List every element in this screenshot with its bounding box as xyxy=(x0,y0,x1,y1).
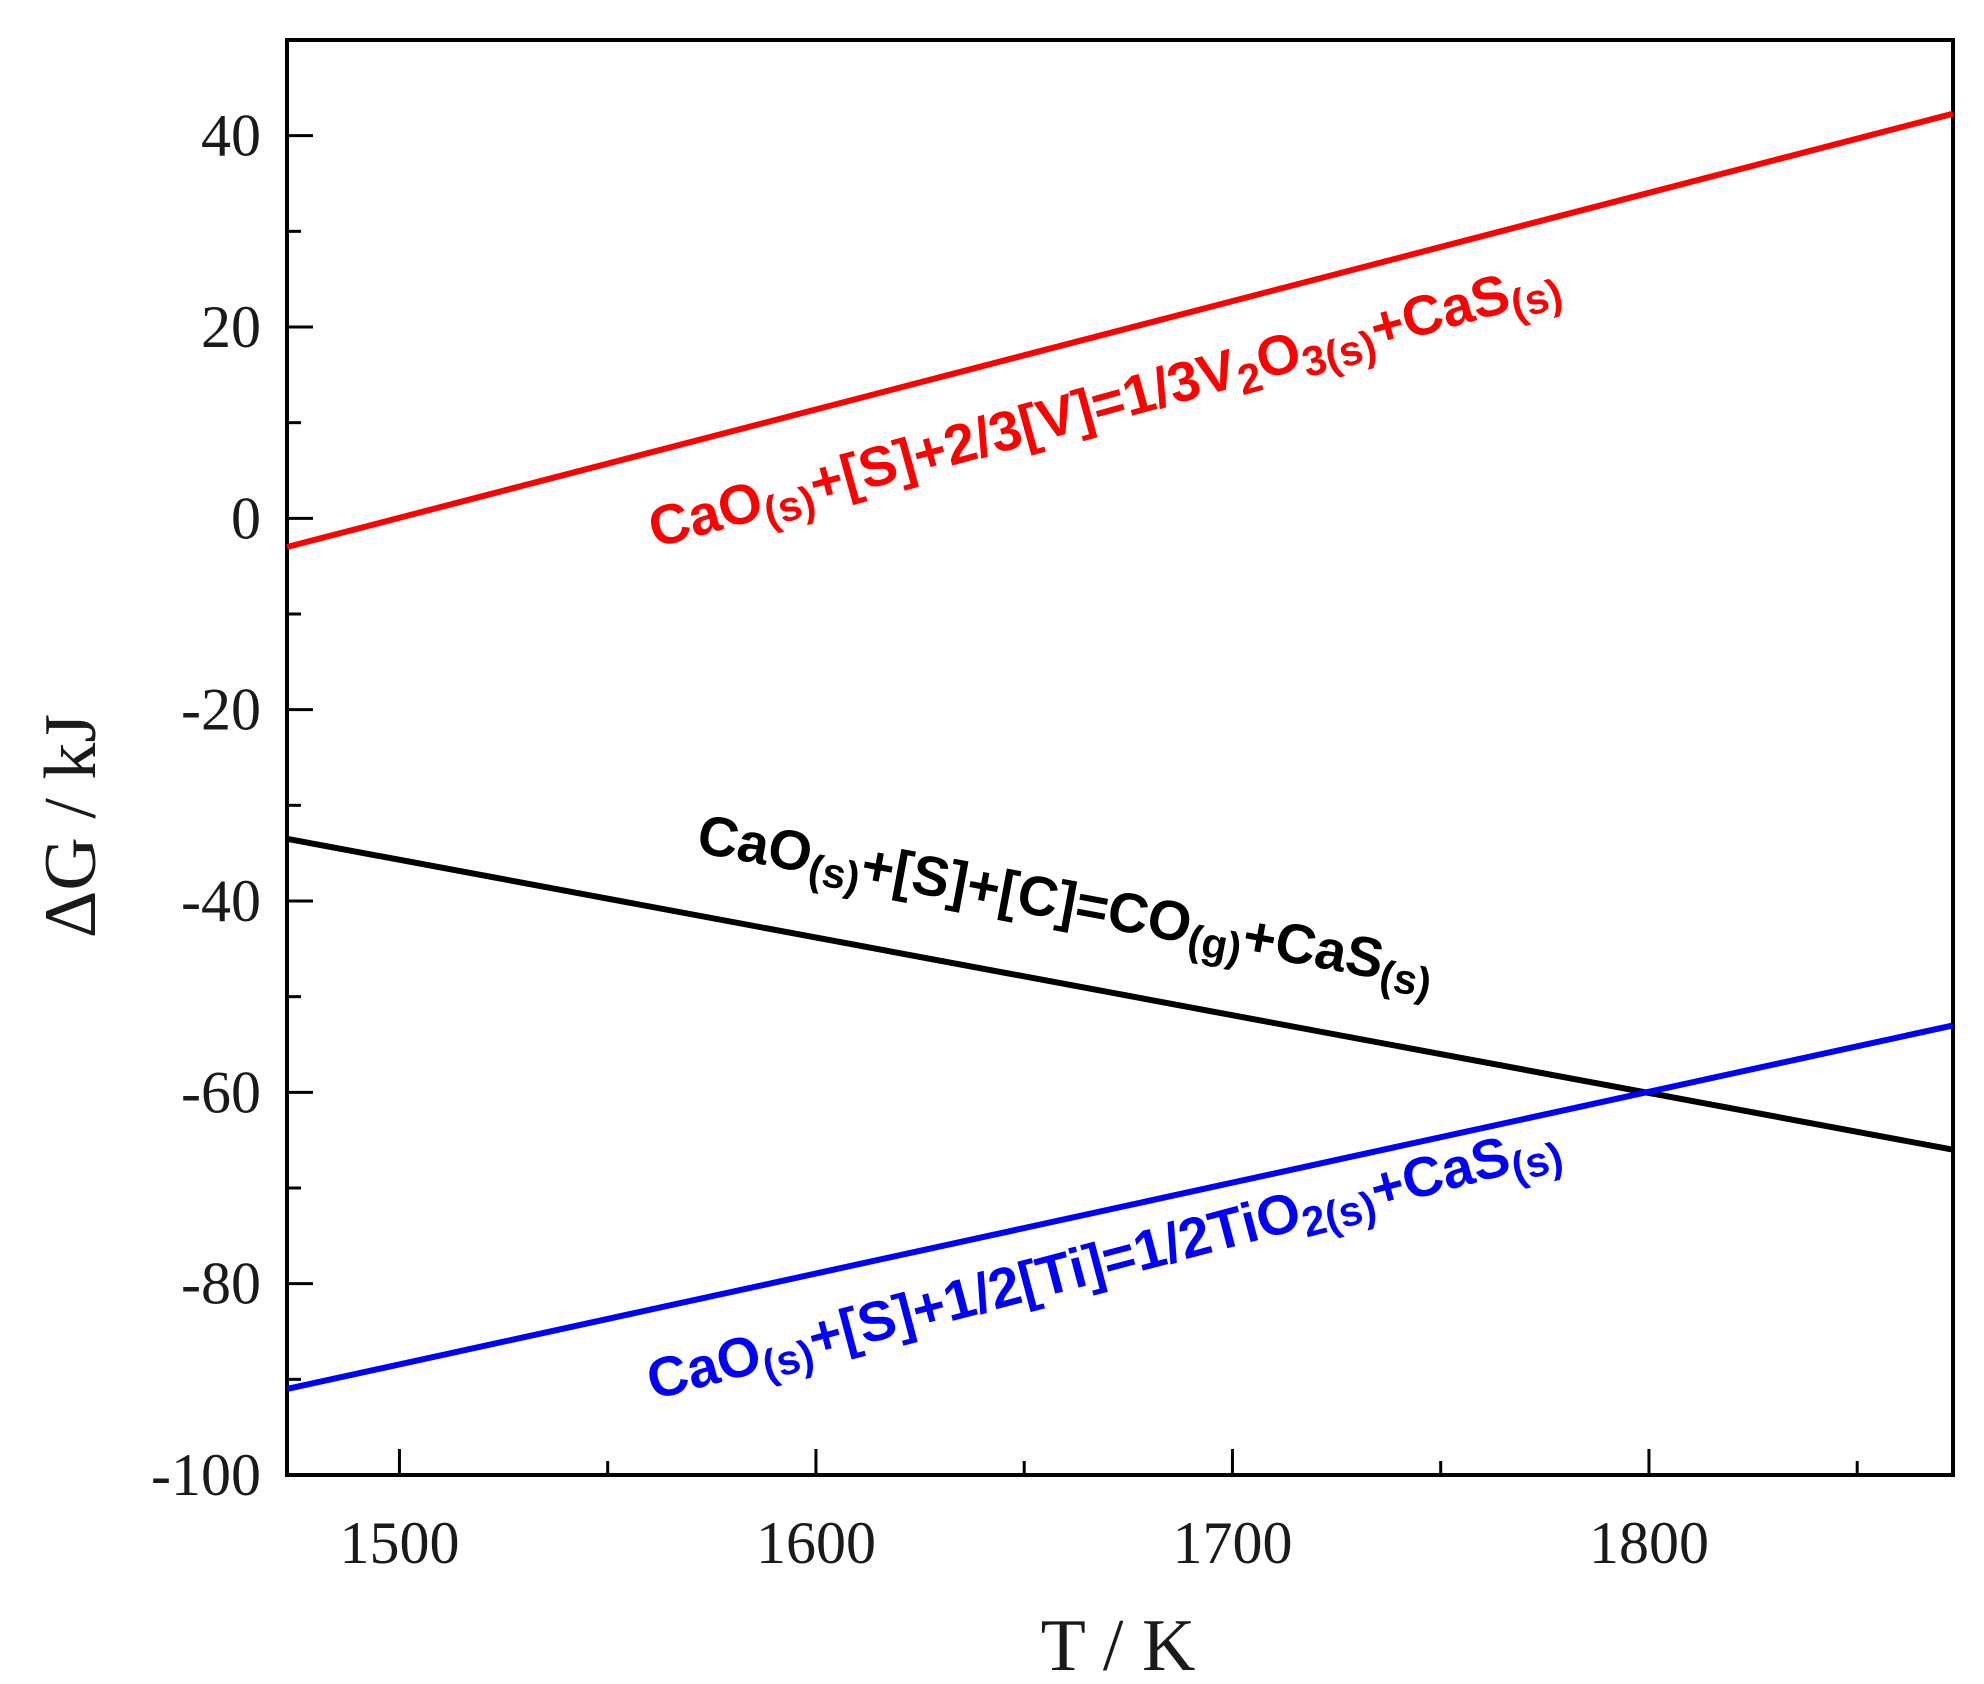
series-line-vanadium xyxy=(286,110,1954,550)
series-line-carbon xyxy=(286,835,1954,1153)
series-lines xyxy=(286,110,1954,1392)
x-tick-label: 1700 xyxy=(1172,1510,1292,1576)
plot-frame xyxy=(285,38,1955,1477)
y-axis-title: ΔG / kJ xyxy=(30,714,112,938)
plot-area-border xyxy=(285,38,1955,1477)
y-tick-label: 0 xyxy=(231,485,261,551)
axis-ticks xyxy=(287,38,1859,1477)
y-tick-label: 40 xyxy=(201,103,261,169)
y-tick-label: -100 xyxy=(151,1442,261,1508)
y-tick-label: -80 xyxy=(181,1251,261,1317)
y-tick-label: -20 xyxy=(181,677,261,743)
x-tick-label: 1800 xyxy=(1589,1510,1709,1576)
x-tick-label: 1600 xyxy=(756,1510,876,1576)
series-line-titanium xyxy=(286,1022,1954,1392)
x-tick-label: 1500 xyxy=(339,1510,459,1576)
axis-tick-labels: 1500 1600 1700 1800 -100 -80 -60 -40 -20 0 20 40 xyxy=(151,103,1709,1576)
y-tick-label: -40 xyxy=(181,868,261,934)
y-tick-label: -60 xyxy=(181,1059,261,1125)
x-axis-title: T / K xyxy=(1041,1605,1196,1684)
y-tick-label: 20 xyxy=(201,294,261,360)
series-label-subscript: (g) xyxy=(1184,916,1245,972)
series-label-subscript: (s) xyxy=(1376,951,1435,1007)
series-label-subscript: (s) xyxy=(805,845,864,901)
